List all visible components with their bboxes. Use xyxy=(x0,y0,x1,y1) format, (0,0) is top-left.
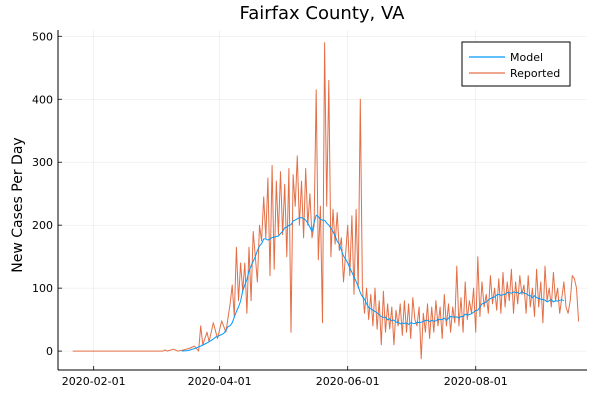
y-tick-label-4: 400 xyxy=(32,93,53,106)
x-tick-label-0: 2020-02-01 xyxy=(62,375,126,388)
y-axis-label: New Cases Per Day xyxy=(10,137,26,272)
y-tick-label-2: 200 xyxy=(32,219,53,232)
chart-title: Fairfax County, VA xyxy=(240,3,406,24)
y-tick-label-3: 300 xyxy=(32,156,53,169)
series-line-reported xyxy=(72,42,580,360)
x-tick-label-2: 2020-06-01 xyxy=(316,375,380,388)
y-tick-label-5: 500 xyxy=(32,30,53,43)
x-tick-label-1: 2020-04-01 xyxy=(188,375,252,388)
y-tick-label-1: 100 xyxy=(32,282,53,295)
ticks: 0 100 200 300 400 500 2020-02-01 2020-04-01 2020… xyxy=(32,30,508,388)
legend-label-reported: Reported xyxy=(510,67,560,80)
axes xyxy=(57,30,587,371)
x-tick-label-3: 2020-08-01 xyxy=(444,375,508,388)
legend: Model Reported xyxy=(461,41,571,87)
plot-area xyxy=(72,42,580,360)
y-tick-label-0: 0 xyxy=(46,345,53,358)
legend-box xyxy=(461,41,571,87)
series-line-model xyxy=(181,214,565,352)
legend-label-model: Model xyxy=(510,51,543,64)
